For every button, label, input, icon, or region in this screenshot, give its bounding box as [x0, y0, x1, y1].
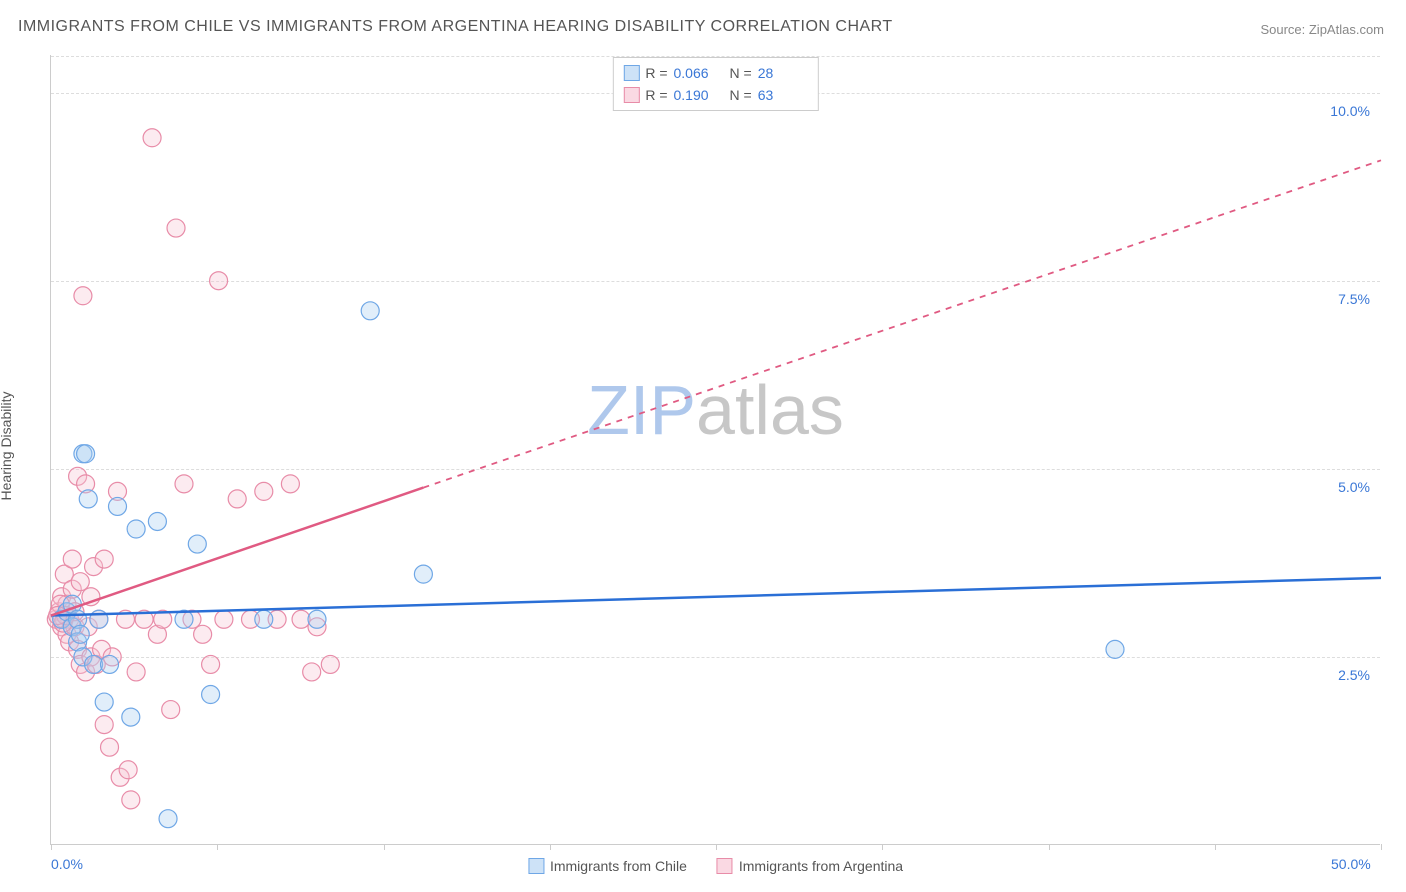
data-point [119, 761, 137, 779]
chart-title: IMMIGRANTS FROM CHILE VS IMMIGRANTS FROM… [18, 18, 893, 36]
data-point [162, 701, 180, 719]
plot-area: ZIPatlas 2.5%5.0%7.5%10.0% 0.0%50.0% R =… [50, 55, 1380, 845]
data-point [210, 272, 228, 290]
data-point [361, 302, 379, 320]
trend-line [51, 578, 1381, 616]
x-tick [51, 844, 52, 850]
x-tick [1049, 844, 1050, 850]
x-tick [384, 844, 385, 850]
data-point [308, 610, 326, 628]
swatch-chile [623, 65, 639, 81]
n-value-argentina: 63 [758, 84, 808, 106]
legend-item-argentina: Immigrants from Argentina [717, 858, 903, 874]
data-point [74, 287, 92, 305]
data-point [79, 490, 97, 508]
data-point [188, 535, 206, 553]
x-tick [550, 844, 551, 850]
data-point [175, 475, 193, 493]
data-point [127, 663, 145, 681]
data-point [122, 791, 140, 809]
x-tick [882, 844, 883, 850]
data-point [215, 610, 233, 628]
n-value-chile: 28 [758, 62, 808, 84]
data-point [71, 573, 89, 591]
swatch-chile [528, 858, 544, 874]
data-point [281, 475, 299, 493]
n-label: N = [730, 84, 752, 106]
data-point [71, 625, 89, 643]
r-label: R = [645, 84, 667, 106]
trend-line [423, 160, 1381, 487]
legend-item-chile: Immigrants from Chile [528, 858, 687, 874]
data-point [101, 738, 119, 756]
data-point [255, 610, 273, 628]
series-legend: Immigrants from Chile Immigrants from Ar… [528, 858, 903, 874]
data-point [1106, 640, 1124, 658]
data-point [228, 490, 246, 508]
data-point [127, 520, 145, 538]
data-point [148, 512, 166, 530]
source-attribution: Source: ZipAtlas.com [1260, 22, 1384, 37]
data-point [95, 716, 113, 734]
swatch-argentina [717, 858, 733, 874]
data-point [95, 693, 113, 711]
data-point [194, 625, 212, 643]
x-tick [1381, 844, 1382, 850]
data-point [77, 445, 95, 463]
data-point [303, 663, 321, 681]
data-point [167, 219, 185, 237]
data-point [159, 810, 177, 828]
legend-row-argentina: R = 0.190 N = 63 [623, 84, 807, 106]
r-label: R = [645, 62, 667, 84]
scatter-svg [51, 55, 1380, 844]
data-point [63, 550, 81, 568]
data-point [255, 482, 273, 500]
r-value-chile: 0.066 [674, 62, 724, 84]
legend-label-argentina: Immigrants from Argentina [739, 858, 903, 874]
data-point [122, 708, 140, 726]
data-point [414, 565, 432, 583]
x-tick-label: 50.0% [1331, 856, 1371, 872]
x-tick [716, 844, 717, 850]
legend-row-chile: R = 0.066 N = 28 [623, 62, 807, 84]
data-point [292, 610, 310, 628]
data-point [202, 686, 220, 704]
data-point [143, 129, 161, 147]
legend-label-chile: Immigrants from Chile [550, 858, 687, 874]
data-point [85, 655, 103, 673]
data-point [321, 655, 339, 673]
n-label: N = [730, 62, 752, 84]
x-tick [217, 844, 218, 850]
data-point [109, 497, 127, 515]
r-value-argentina: 0.190 [674, 84, 724, 106]
x-tick-label: 0.0% [51, 856, 83, 872]
data-point [202, 655, 220, 673]
x-tick [1215, 844, 1216, 850]
swatch-argentina [623, 87, 639, 103]
y-axis-title: Hearing Disability [0, 392, 14, 501]
data-point [101, 655, 119, 673]
correlation-legend: R = 0.066 N = 28 R = 0.190 N = 63 [612, 57, 818, 111]
data-point [95, 550, 113, 568]
